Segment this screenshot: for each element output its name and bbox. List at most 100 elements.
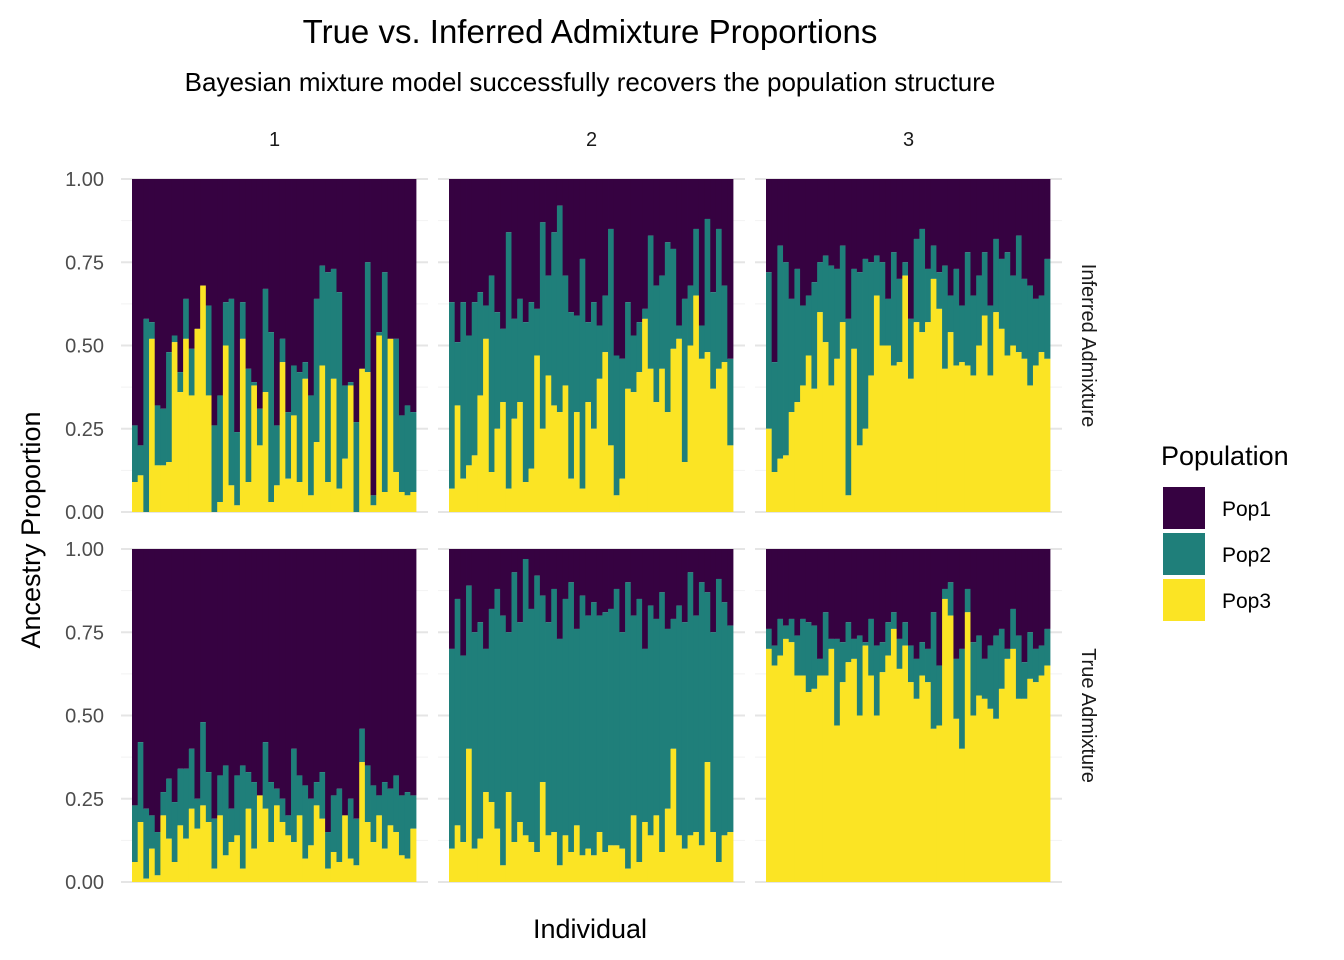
bar-segment-pop3 — [964, 612, 971, 882]
bar-segment-pop2 — [143, 808, 150, 879]
bar-segment-pop1 — [721, 549, 728, 603]
bar-segment-pop1 — [1027, 549, 1034, 633]
bar-segment-pop1 — [721, 179, 728, 286]
bar-segment-pop2 — [936, 272, 943, 309]
bar-segment-pop2 — [256, 408, 264, 446]
bar-segment-pop3 — [964, 365, 971, 512]
bar-segment-pop3 — [947, 332, 954, 512]
bar-segment-pop1 — [528, 179, 535, 303]
bar-segment-pop3 — [659, 368, 666, 512]
bar-segment-pop3 — [398, 492, 406, 512]
bar-segment-pop1 — [573, 549, 581, 629]
bar-segment-pop3 — [959, 362, 966, 512]
bar-segment-pop2 — [942, 265, 949, 369]
bar-segment-pop1 — [268, 549, 275, 783]
chart-title: True vs. Inferred Admixture Proportions — [303, 13, 878, 50]
bar-segment-pop1 — [800, 179, 807, 306]
bar-segment-pop3 — [630, 815, 637, 882]
bar-segment-pop1 — [454, 179, 461, 343]
bar-segment-pop2 — [200, 722, 207, 806]
bar-segment-pop1 — [466, 549, 473, 586]
bar-segment-pop1 — [885, 549, 892, 623]
bar-segment-pop3 — [477, 838, 484, 882]
bar-segment-pop1 — [228, 179, 235, 299]
bar-segment-pop1 — [274, 179, 281, 426]
bar-segment-pop1 — [154, 549, 161, 833]
bar-segment-pop1 — [517, 549, 524, 623]
bar-segment-pop1 — [579, 549, 586, 596]
bar-segment-pop1 — [647, 179, 654, 236]
bar-segment-pop2 — [370, 785, 377, 843]
bar-segment-pop3 — [698, 358, 705, 512]
bar-segment-pop2 — [387, 788, 394, 826]
bar-segment-pop3 — [636, 372, 643, 512]
bar-segment-pop3 — [228, 485, 235, 512]
bar-segment-pop3 — [268, 842, 275, 882]
bar-segment-pop3 — [376, 335, 383, 512]
bar-segment-pop2 — [783, 262, 790, 456]
bar-segment-pop3 — [800, 675, 807, 882]
bar-segment-pop2 — [245, 368, 252, 483]
bar-segment-pop2 — [630, 335, 637, 393]
bar-segment-pop2 — [822, 255, 829, 343]
bar-segment-pop1 — [251, 549, 258, 783]
bar-segment-pop1 — [642, 179, 649, 309]
bar-segment-pop2 — [964, 252, 971, 366]
bar-segment-pop2 — [466, 335, 473, 466]
y-tick-label: 0.25 — [65, 419, 104, 441]
bar-segment-pop1 — [987, 549, 994, 646]
bar-segment-pop3 — [137, 475, 144, 512]
bar-segment-pop1 — [313, 179, 320, 299]
bar-segment-pop2 — [528, 608, 535, 843]
bar-segment-pop2 — [1038, 645, 1045, 676]
bar-segment-pop2 — [834, 638, 841, 726]
bar-segment-pop3 — [313, 805, 320, 882]
bar-segment-pop3 — [902, 275, 909, 512]
bar-segment-pop1 — [676, 549, 683, 606]
bar-segment-pop2 — [404, 405, 411, 496]
bar-segment-pop2 — [596, 615, 603, 833]
bar-segment-pop1 — [800, 549, 807, 619]
bar-segment-pop1 — [387, 179, 394, 339]
bar-segment-pop3 — [262, 392, 269, 512]
bar-segment-pop1 — [556, 179, 563, 206]
bar-segment-pop2 — [291, 748, 298, 843]
bar-segment-pop3 — [896, 362, 903, 512]
bar-segment-pop2 — [693, 228, 700, 296]
bar-segment-pop3 — [1027, 678, 1034, 882]
bar-segment-pop2 — [664, 242, 671, 413]
bar-segment-pop1 — [522, 549, 529, 559]
bar-segment-pop3 — [330, 852, 337, 882]
bar-segment-pop1 — [862, 549, 869, 643]
bar-segment-pop2 — [1038, 295, 1045, 353]
bar-segment-pop3 — [664, 808, 671, 882]
bar-segment-pop2 — [171, 335, 178, 343]
bar-segment-pop2 — [217, 395, 224, 503]
bar-segment-pop1 — [670, 179, 677, 249]
bar-segment-pop1 — [188, 179, 195, 349]
bar-segment-pop3 — [205, 822, 212, 882]
bar-segment-pop3 — [613, 495, 620, 512]
bar-segment-pop2 — [534, 308, 541, 356]
bar-segment-pop3 — [1021, 358, 1028, 512]
bar-segment-pop2 — [545, 275, 552, 376]
bar-segment-pop3 — [647, 368, 654, 512]
bar-segment-pop1 — [659, 179, 666, 276]
bar-segment-pop2 — [1004, 648, 1011, 659]
bar-segment-pop2 — [839, 245, 846, 323]
bar-segment-pop2 — [177, 372, 184, 393]
bar-segment-pop2 — [454, 342, 461, 406]
bar-segment-pop1 — [664, 179, 671, 243]
bar-segment-pop1 — [1004, 549, 1011, 649]
bar-segment-pop3 — [1038, 675, 1045, 882]
bar-segment-pop3 — [342, 815, 349, 882]
bar-segment-pop2 — [670, 248, 677, 349]
bar-segment-pop2 — [1015, 235, 1022, 353]
bar-segment-pop2 — [930, 245, 937, 279]
bar-segment-pop2 — [783, 625, 790, 639]
bar-segment-pop3 — [449, 848, 456, 882]
bar-segment-pop1 — [947, 179, 954, 296]
bar-segment-pop3 — [1032, 682, 1040, 882]
bar-segment-pop2 — [727, 625, 734, 833]
bar-segment-pop1 — [698, 179, 705, 326]
